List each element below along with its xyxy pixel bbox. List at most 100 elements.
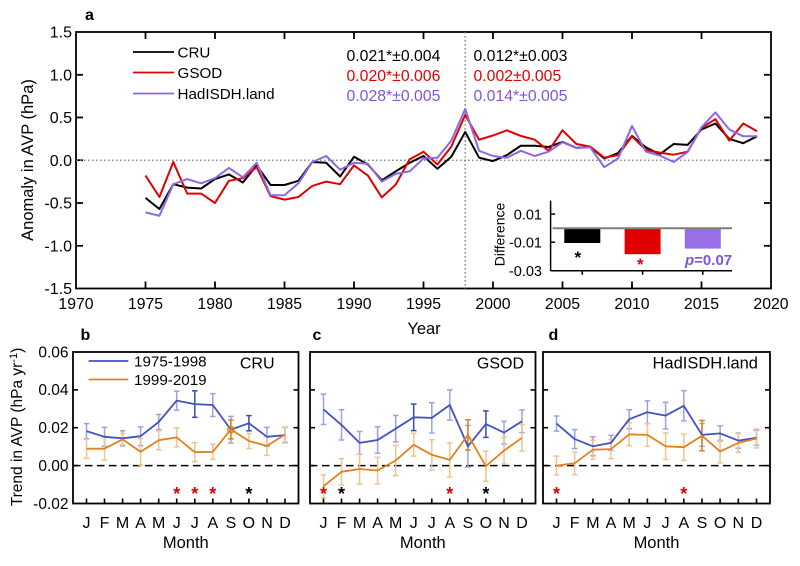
svg-text:A: A <box>678 515 689 532</box>
svg-text:*: * <box>637 255 644 274</box>
svg-text:Trend in AVP (hPa yr-1): Trend in AVP (hPa yr-1) <box>8 348 26 507</box>
svg-text:S: S <box>463 515 474 532</box>
svg-text:*: * <box>338 484 345 504</box>
svg-text:1990: 1990 <box>336 296 371 313</box>
svg-text:1999-2019: 1999-2019 <box>134 372 207 389</box>
svg-text:0.012*±0.003: 0.012*±0.003 <box>474 48 568 65</box>
svg-text:A: A <box>444 515 455 532</box>
svg-text:2010: 2010 <box>614 296 649 313</box>
svg-text:0.014*±0.005: 0.014*±0.005 <box>474 88 568 105</box>
svg-text:a: a <box>85 7 94 24</box>
svg-text:2005: 2005 <box>545 296 580 313</box>
svg-text:*: * <box>553 484 560 504</box>
svg-text:HadISDH.land: HadISDH.land <box>178 86 275 103</box>
svg-text:J: J <box>191 515 199 532</box>
svg-text:1975: 1975 <box>128 296 163 313</box>
svg-text:CRU: CRU <box>178 44 211 61</box>
svg-text:1975-1998: 1975-1998 <box>134 353 207 370</box>
svg-text:N: N <box>498 515 510 532</box>
svg-text:1980: 1980 <box>197 296 232 313</box>
svg-text:M: M <box>623 515 636 532</box>
svg-text:c: c <box>313 327 322 344</box>
svg-text:0.021*±0.004: 0.021*±0.004 <box>347 48 441 65</box>
svg-text:J: J <box>553 515 561 532</box>
svg-text:*: * <box>574 248 581 267</box>
svg-text:O: O <box>243 515 255 532</box>
svg-text:0.5: 0.5 <box>50 110 72 127</box>
svg-text:J: J <box>83 515 91 532</box>
svg-text:Month: Month <box>400 534 446 552</box>
svg-text:N: N <box>261 515 273 532</box>
svg-text:b: b <box>81 327 91 344</box>
svg-text:0.06: 0.06 <box>38 344 68 361</box>
svg-text:0.020*±0.006: 0.020*±0.006 <box>347 68 441 85</box>
svg-text:J: J <box>643 515 651 532</box>
svg-text:O: O <box>480 515 492 532</box>
svg-text:*: * <box>680 484 687 504</box>
svg-text:D: D <box>516 515 528 532</box>
svg-text:GSOD: GSOD <box>477 356 524 373</box>
svg-text:*: * <box>245 484 252 504</box>
svg-text:J: J <box>173 515 181 532</box>
svg-text:O: O <box>714 515 726 532</box>
svg-text:GSOD: GSOD <box>178 65 223 82</box>
svg-text:F: F <box>570 515 580 532</box>
svg-text:2015: 2015 <box>684 296 719 313</box>
svg-text:M: M <box>586 515 599 532</box>
svg-text:*: * <box>191 484 198 504</box>
svg-text:1995: 1995 <box>406 296 441 313</box>
svg-text:d: d <box>549 327 559 344</box>
svg-text:A: A <box>207 515 218 532</box>
svg-text:Difference: Difference <box>492 203 508 267</box>
svg-text:0.0: 0.0 <box>50 153 72 170</box>
svg-text:1985: 1985 <box>267 296 302 313</box>
svg-text:A: A <box>135 515 146 532</box>
svg-text:J: J <box>662 515 670 532</box>
svg-text:*: * <box>446 484 453 504</box>
svg-text:A: A <box>606 515 617 532</box>
svg-text:J: J <box>428 515 436 532</box>
svg-text:-0.03: -0.03 <box>509 264 542 280</box>
svg-text:S: S <box>697 515 708 532</box>
svg-text:Anomaly in AVP (hPa): Anomaly in AVP (hPa) <box>19 79 37 241</box>
svg-text:Month: Month <box>634 534 680 552</box>
svg-text:F: F <box>337 515 347 532</box>
svg-text:M: M <box>152 515 165 532</box>
svg-text:0.01: 0.01 <box>514 207 542 223</box>
svg-text:0.02: 0.02 <box>38 420 68 437</box>
svg-text:J: J <box>410 515 418 532</box>
svg-text:-0.5: -0.5 <box>44 196 72 213</box>
svg-text:J: J <box>320 515 328 532</box>
svg-text:0.002±0.005: 0.002±0.005 <box>474 68 562 85</box>
svg-text:-0.02: -0.02 <box>33 496 68 513</box>
svg-text:0.028*±0.005: 0.028*±0.005 <box>347 88 441 105</box>
svg-text:M: M <box>116 515 129 532</box>
svg-text:2020: 2020 <box>753 296 788 313</box>
svg-text:HadISDH.land: HadISDH.land <box>653 355 758 373</box>
svg-text:1.5: 1.5 <box>50 25 72 42</box>
svg-text:M: M <box>353 515 366 532</box>
svg-text:D: D <box>279 515 291 532</box>
svg-text:F: F <box>100 515 110 532</box>
svg-text:*: * <box>482 484 489 504</box>
svg-text:p=0.07: p=0.07 <box>684 252 732 269</box>
svg-text:N: N <box>733 515 745 532</box>
svg-text:Month: Month <box>163 534 209 552</box>
svg-text:-1.5: -1.5 <box>44 281 72 298</box>
svg-text:CRU: CRU <box>240 356 275 373</box>
svg-text:*: * <box>320 484 327 504</box>
svg-text:S: S <box>226 515 237 532</box>
svg-text:1970: 1970 <box>58 296 93 313</box>
svg-text:2000: 2000 <box>475 296 510 313</box>
svg-text:*: * <box>173 484 180 504</box>
svg-text:A: A <box>372 515 383 532</box>
svg-text:-1.0: -1.0 <box>44 238 72 255</box>
svg-text:1.0: 1.0 <box>50 67 72 84</box>
svg-text:0.04: 0.04 <box>38 382 69 399</box>
svg-text:0.00: 0.00 <box>38 458 69 475</box>
svg-text:-0.01: -0.01 <box>509 235 542 251</box>
svg-text:Year: Year <box>407 320 441 338</box>
svg-text:D: D <box>751 515 763 532</box>
svg-text:M: M <box>389 515 402 532</box>
svg-text:*: * <box>209 484 216 504</box>
